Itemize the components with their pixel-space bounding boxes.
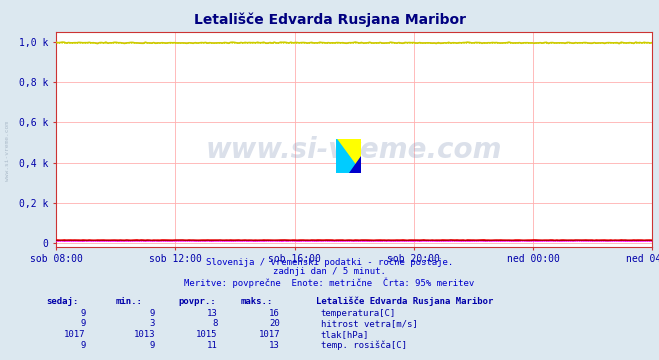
Text: tlak[hPa]: tlak[hPa] <box>321 330 369 339</box>
Text: 1015: 1015 <box>196 330 217 339</box>
Text: temp. rosišča[C]: temp. rosišča[C] <box>321 341 407 350</box>
Text: hitrost vetra[m/s]: hitrost vetra[m/s] <box>321 319 418 328</box>
Text: 1017: 1017 <box>64 330 86 339</box>
Text: 1013: 1013 <box>133 330 155 339</box>
Text: 13: 13 <box>207 309 217 318</box>
Text: 1017: 1017 <box>258 330 280 339</box>
Text: www.si-vreme.com: www.si-vreme.com <box>5 121 11 181</box>
Text: 3: 3 <box>150 319 155 328</box>
Text: www.si-vreme.com: www.si-vreme.com <box>206 136 502 164</box>
Text: zadnji dan / 5 minut.: zadnji dan / 5 minut. <box>273 267 386 276</box>
Text: Letališče Edvarda Rusjana Maribor: Letališče Edvarda Rusjana Maribor <box>194 13 465 27</box>
Text: min.:: min.: <box>115 297 142 306</box>
Polygon shape <box>336 139 361 173</box>
Text: maks.:: maks.: <box>241 297 273 306</box>
Text: Slovenija / vremenski podatki - ročne postaje.: Slovenija / vremenski podatki - ročne po… <box>206 257 453 267</box>
Text: 8: 8 <box>212 319 217 328</box>
Polygon shape <box>349 156 361 173</box>
Text: temperatura[C]: temperatura[C] <box>321 309 396 318</box>
Text: 11: 11 <box>207 341 217 350</box>
Text: 9: 9 <box>150 309 155 318</box>
Text: 20: 20 <box>270 319 280 328</box>
Text: 9: 9 <box>80 309 86 318</box>
Text: sedaj:: sedaj: <box>46 297 78 306</box>
Text: povpr.:: povpr.: <box>178 297 215 306</box>
Text: Letališče Edvarda Rusjana Maribor: Letališče Edvarda Rusjana Maribor <box>316 297 494 306</box>
Text: 16: 16 <box>270 309 280 318</box>
Text: 9: 9 <box>80 319 86 328</box>
Text: 9: 9 <box>150 341 155 350</box>
Text: Meritve: povprečne  Enote: metrične  Črta: 95% meritev: Meritve: povprečne Enote: metrične Črta:… <box>185 278 474 288</box>
Text: 9: 9 <box>80 341 86 350</box>
Polygon shape <box>336 139 361 173</box>
Text: 13: 13 <box>270 341 280 350</box>
